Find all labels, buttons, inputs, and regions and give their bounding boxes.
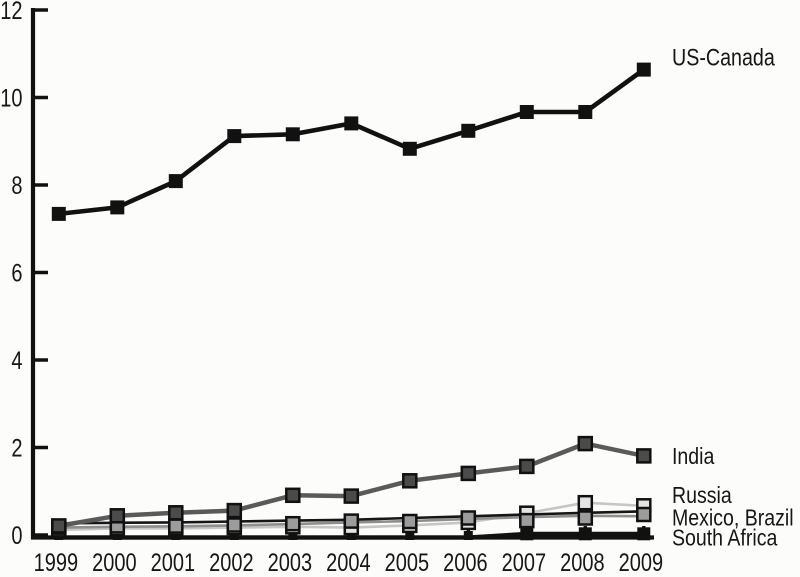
svg-text:2006: 2006: [443, 549, 487, 577]
svg-text:2008: 2008: [560, 549, 604, 577]
svg-text:2004: 2004: [326, 549, 370, 577]
svg-text:6: 6: [11, 259, 22, 287]
svg-text:8: 8: [11, 172, 22, 200]
svg-text:2001: 2001: [151, 549, 195, 577]
svg-text:2000: 2000: [92, 549, 136, 577]
svg-text:0: 0: [11, 522, 22, 550]
svg-text:2003: 2003: [268, 549, 312, 577]
svg-text:1999: 1999: [34, 549, 78, 577]
svg-text:India: India: [672, 444, 714, 470]
svg-text:12: 12: [0, 0, 22, 25]
svg-text:South Africa: South Africa: [672, 525, 777, 551]
svg-text:2009: 2009: [619, 549, 663, 577]
svg-text:10: 10: [0, 84, 22, 112]
svg-text:US-Canada: US-Canada: [672, 44, 776, 71]
svg-text:Russia: Russia: [672, 483, 732, 509]
svg-text:2: 2: [11, 434, 22, 462]
svg-text:2002: 2002: [209, 549, 253, 577]
svg-text:2007: 2007: [502, 549, 546, 577]
svg-text:Mexico, Brazil: Mexico, Brazil: [672, 505, 794, 531]
svg-text:4: 4: [11, 347, 22, 375]
svg-text:2005: 2005: [385, 549, 429, 577]
